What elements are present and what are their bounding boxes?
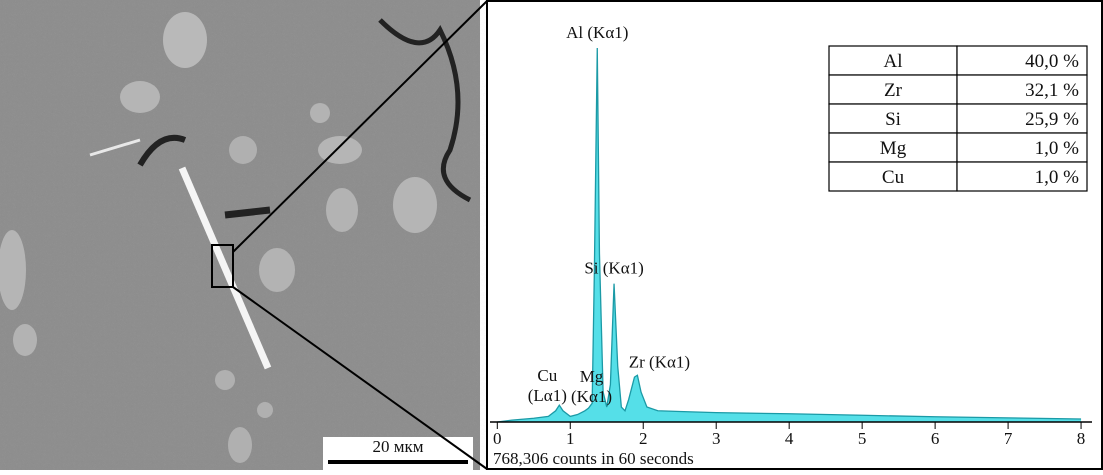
peak-label: Mg <box>580 367 604 386</box>
x-tick-label: 8 <box>1077 429 1086 448</box>
scale-bar-label: 20 мкм <box>372 437 423 456</box>
x-tick-label: 3 <box>712 429 721 448</box>
table-text: Mg <box>880 138 907 159</box>
table-text: Si <box>885 109 901 130</box>
x-tick-label: 0 <box>493 429 502 448</box>
table-text: 25,9 % <box>1025 109 1079 130</box>
peak-label: (Lα1) <box>528 386 567 405</box>
peak-label: Cu <box>537 366 557 385</box>
x-tick-label: 1 <box>566 429 575 448</box>
x-tick-label: 6 <box>931 429 940 448</box>
x-tick-label: 2 <box>639 429 648 448</box>
table-text: 40,0 % <box>1025 51 1079 72</box>
x-tick-label: 5 <box>858 429 867 448</box>
sem-image: 20 мкм <box>0 0 480 470</box>
x-tick-label: 7 <box>1004 429 1013 448</box>
table-text: Cu <box>882 167 905 188</box>
x-tick-label: 4 <box>785 429 794 448</box>
peak-label: (Kα1) <box>571 387 612 406</box>
peak-label: Si (Kα1) <box>584 259 643 278</box>
table-text: Zr <box>884 80 903 101</box>
figure: 20 мкм 0 1 2 3 4 5 6 7 8 768,306 counts in 60 sec… <box>0 0 1103 470</box>
table-text: Al <box>884 51 903 72</box>
caption: 768,306 counts in 60 seconds <box>493 449 694 468</box>
table-text: 1,0 % <box>1035 167 1080 188</box>
peak-label: Zr (Kα1) <box>629 352 690 371</box>
table-text: 1,0 % <box>1035 138 1080 159</box>
table-text: 32,1 % <box>1025 80 1079 101</box>
peak-label: Al (Kα1) <box>566 23 628 42</box>
